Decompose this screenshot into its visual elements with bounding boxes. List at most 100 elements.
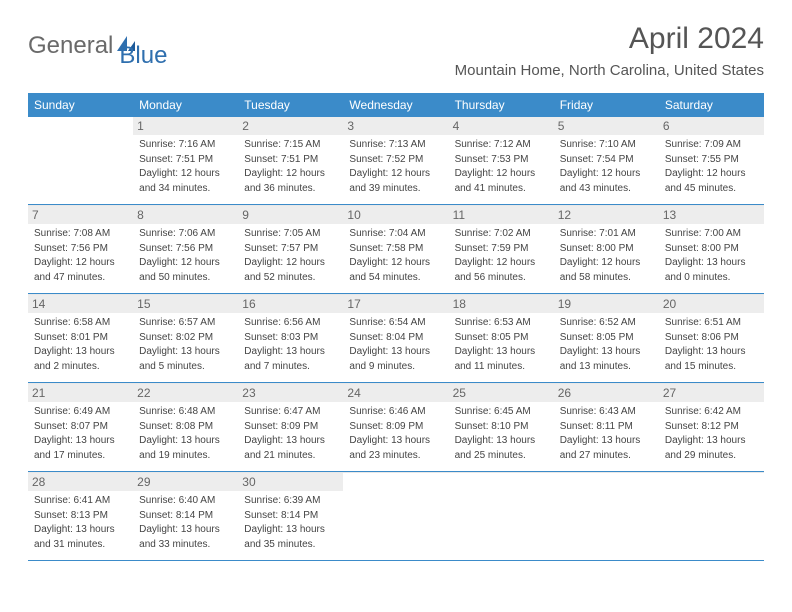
day-info-line: Sunrise: 6:46 AM <box>349 405 442 419</box>
day-info-line: Daylight: 12 hours <box>455 256 548 270</box>
day-info: Sunrise: 6:48 AMSunset: 8:08 PMDaylight:… <box>139 405 232 462</box>
day-cell: 4Sunrise: 7:12 AMSunset: 7:53 PMDaylight… <box>449 117 554 204</box>
day-cell: 8Sunrise: 7:06 AMSunset: 7:56 PMDaylight… <box>133 205 238 293</box>
day-info: Sunrise: 6:58 AMSunset: 8:01 PMDaylight:… <box>34 316 127 373</box>
day-info-line: Sunrise: 6:39 AM <box>244 494 337 508</box>
day-number <box>343 473 448 491</box>
day-cell <box>28 117 133 204</box>
day-info-line: Sunset: 8:03 PM <box>244 331 337 345</box>
day-info-line: Daylight: 12 hours <box>244 256 337 270</box>
day-info-line: Daylight: 12 hours <box>349 256 442 270</box>
day-info: Sunrise: 6:46 AMSunset: 8:09 PMDaylight:… <box>349 405 442 462</box>
day-cell: 29Sunrise: 6:40 AMSunset: 8:14 PMDayligh… <box>133 472 238 560</box>
day-info-line: Sunrise: 7:08 AM <box>34 227 127 241</box>
day-info: Sunrise: 6:42 AMSunset: 8:12 PMDaylight:… <box>665 405 758 462</box>
day-cell: 14Sunrise: 6:58 AMSunset: 8:01 PMDayligh… <box>28 294 133 382</box>
day-info-line: and 29 minutes. <box>665 449 758 463</box>
day-number: 9 <box>238 206 343 224</box>
day-info-line: Sunrise: 7:13 AM <box>349 138 442 152</box>
day-info-line: and 56 minutes. <box>455 271 548 285</box>
day-info-line: Daylight: 13 hours <box>349 345 442 359</box>
day-info-line: Daylight: 13 hours <box>34 523 127 537</box>
day-info: Sunrise: 7:02 AMSunset: 7:59 PMDaylight:… <box>455 227 548 284</box>
day-info-line: Sunset: 8:11 PM <box>560 420 653 434</box>
day-cell: 2Sunrise: 7:15 AMSunset: 7:51 PMDaylight… <box>238 117 343 204</box>
day-info-line: Sunrise: 6:42 AM <box>665 405 758 419</box>
day-info-line: and 25 minutes. <box>455 449 548 463</box>
day-number: 22 <box>133 384 238 402</box>
day-info-line: Sunrise: 6:56 AM <box>244 316 337 330</box>
day-info-line: Sunset: 8:14 PM <box>139 509 232 523</box>
day-cell <box>659 472 764 560</box>
day-info-line: Sunset: 8:01 PM <box>34 331 127 345</box>
day-info-line: Sunset: 8:02 PM <box>139 331 232 345</box>
month-title: April 2024 <box>455 22 764 56</box>
day-number: 28 <box>28 473 133 491</box>
day-info-line: Sunrise: 7:00 AM <box>665 227 758 241</box>
day-header: Wednesday <box>343 93 448 117</box>
day-info-line: Sunset: 8:14 PM <box>244 509 337 523</box>
day-info: Sunrise: 7:15 AMSunset: 7:51 PMDaylight:… <box>244 138 337 195</box>
day-info: Sunrise: 7:01 AMSunset: 8:00 PMDaylight:… <box>560 227 653 284</box>
day-number: 23 <box>238 384 343 402</box>
day-info-line: Daylight: 13 hours <box>139 434 232 448</box>
day-cell: 12 Sunrise: 7:01 AMSunset: 8:00 PMDayligh… <box>554 205 659 293</box>
day-number: 19 <box>554 295 659 313</box>
day-info-line: Sunrise: 7:10 AM <box>560 138 653 152</box>
day-info-line: Daylight: 13 hours <box>665 345 758 359</box>
day-info: Sunrise: 6:54 AMSunset: 8:04 PMDaylight:… <box>349 316 442 373</box>
day-info-line: and 27 minutes. <box>560 449 653 463</box>
day-number: 10 <box>343 206 448 224</box>
day-cell: 3Sunrise: 7:13 AMSunset: 7:52 PMDaylight… <box>343 117 448 204</box>
day-number: 8 <box>133 206 238 224</box>
day-number: 1 <box>133 117 238 135</box>
day-info-line: Sunrise: 7:02 AM <box>455 227 548 241</box>
day-cell <box>343 472 448 560</box>
day-info-line: and 58 minutes. <box>560 271 653 285</box>
day-info-line: Sunrise: 6:52 AM <box>560 316 653 330</box>
day-info-line: and 21 minutes. <box>244 449 337 463</box>
day-number <box>554 473 659 491</box>
day-info-line: Daylight: 12 hours <box>560 256 653 270</box>
day-info: Sunrise: 7:12 AMSunset: 7:53 PMDaylight:… <box>455 138 548 195</box>
day-info-line: Sunrise: 7:05 AM <box>244 227 337 241</box>
day-cell: 28 Sunrise: 6:41 AMSunset: 8:13 PMDayligh… <box>28 472 133 560</box>
week-row: 21Sunrise: 6:49 AMSunset: 8:07 PMDayligh… <box>28 383 764 472</box>
day-info-line: Daylight: 13 hours <box>244 345 337 359</box>
day-cell: 1Sunrise: 7:16 AMSunset: 7:51 PMDaylight… <box>133 117 238 204</box>
day-info-line: and 2 minutes. <box>34 360 127 374</box>
day-number: 18 <box>449 295 554 313</box>
day-info-line: Sunrise: 6:57 AM <box>139 316 232 330</box>
day-info-line: Daylight: 13 hours <box>455 434 548 448</box>
day-number: 20 <box>659 295 764 313</box>
day-number: 27 <box>659 384 764 402</box>
day-info: Sunrise: 7:13 AMSunset: 7:52 PMDaylight:… <box>349 138 442 195</box>
day-info-line: Sunrise: 6:41 AM <box>34 494 127 508</box>
day-info-line: and 5 minutes. <box>139 360 232 374</box>
day-number: 13 <box>659 206 764 224</box>
day-number: 16 <box>238 295 343 313</box>
day-info-line: Sunrise: 6:54 AM <box>349 316 442 330</box>
day-info-line: and 33 minutes. <box>139 538 232 552</box>
day-info-line: Sunrise: 7:16 AM <box>139 138 232 152</box>
day-number: 24 <box>343 384 448 402</box>
day-info-line: Sunset: 8:05 PM <box>560 331 653 345</box>
day-cell: 16 Sunrise: 6:56 AMSunset: 8:03 PMDayligh… <box>238 294 343 382</box>
day-info-line: Sunrise: 6:51 AM <box>665 316 758 330</box>
day-info-line: Sunrise: 7:15 AM <box>244 138 337 152</box>
day-info-line: Sunset: 8:08 PM <box>139 420 232 434</box>
day-info-line: and 7 minutes. <box>244 360 337 374</box>
day-info-line: Sunset: 8:05 PM <box>455 331 548 345</box>
day-info-line: and 13 minutes. <box>560 360 653 374</box>
day-number: 12 <box>554 206 659 224</box>
day-info-line: and 17 minutes. <box>34 449 127 463</box>
day-number <box>28 117 133 135</box>
day-info-line: Sunset: 8:13 PM <box>34 509 127 523</box>
day-info-line: and 47 minutes. <box>34 271 127 285</box>
day-info-line: Sunset: 7:52 PM <box>349 153 442 167</box>
day-info-line: Daylight: 13 hours <box>455 345 548 359</box>
day-cell <box>554 472 659 560</box>
day-info-line: Daylight: 12 hours <box>349 167 442 181</box>
day-info: Sunrise: 6:45 AMSunset: 8:10 PMDaylight:… <box>455 405 548 462</box>
day-info-line: Sunrise: 7:09 AM <box>665 138 758 152</box>
